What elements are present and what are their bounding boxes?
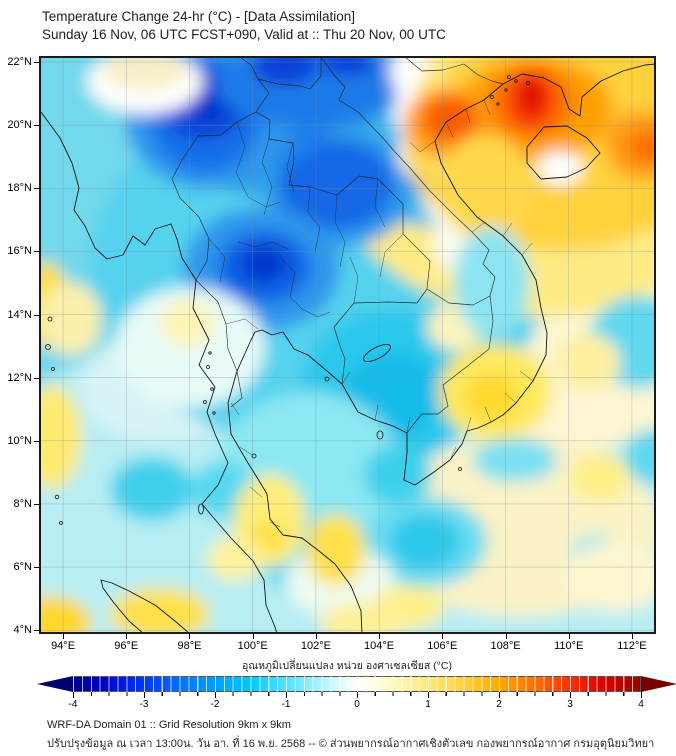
province-boundaries-indochina [341, 99, 534, 461]
lat-tick-mark [34, 503, 39, 505]
page-subtitle: Sunday 16 Nov, 06 UTC FCST+090, Valid at… [42, 27, 446, 42]
colorbar-tick-mark [144, 692, 145, 698]
lon-tick-label: 102°E [300, 640, 331, 652]
coastline-group [40, 57, 655, 633]
map-canvas [39, 56, 656, 634]
colorbar-tick-label: 0 [354, 699, 360, 710]
province-boundaries-thailand [208, 121, 404, 528]
small-islands [45, 75, 530, 525]
colorbar-tick-mark [428, 692, 429, 698]
colorbar-tick-mark [215, 692, 216, 698]
latitude-axis: 22°N 20°N 18°N 16°N 14°N 12°N 10°N 8°N 6°N 4°N [0, 56, 40, 637]
footer-model-info: WRF-DA Domain 01 :: Grid Resolution 9km … [47, 719, 291, 731]
lon-tick-label: 104°E [364, 640, 395, 652]
graticule-grid [40, 57, 655, 633]
colorbar-segment-lines [73, 676, 641, 692]
lat-tick-label: 8°N [13, 497, 32, 510]
colorbar-tick-label: 1 [425, 699, 431, 710]
lon-tick-label: 96°E [114, 640, 139, 652]
colorbar-tick-label: 4 [638, 699, 644, 710]
lat-tick-mark [34, 440, 39, 442]
lon-tick-label: 106°E [427, 640, 458, 652]
coastline-west-mainland [40, 111, 278, 633]
colorbar-tick-label: 3 [567, 699, 573, 710]
page-title: Temperature Change 24-hr (°C) - [Data As… [42, 9, 356, 24]
lat-tick-label: 12°N [7, 371, 32, 384]
colorbar-tick-mark [286, 692, 287, 698]
coastline-hainan [526, 125, 601, 180]
footer-agency-info-thai: ปรับปรุงข้อมูล ณ เวลา 13:00น. วัน อา. ที… [47, 738, 655, 750]
lat-tick-mark [34, 630, 39, 632]
lat-tick-mark [34, 125, 39, 127]
national-borders [171, 57, 504, 434]
map-border [40, 57, 655, 633]
colorbar: -4 -3 -2 -1 0 1 2 3 4 [37, 676, 676, 712]
lon-tick-label: 94°E [51, 640, 76, 652]
colorbar-tick-label: -1 [281, 699, 291, 710]
lon-tick-mark [63, 634, 65, 639]
colorbar-tick-mark [357, 692, 358, 698]
lat-tick-label: 14°N [7, 308, 32, 321]
lon-tick-mark [189, 634, 191, 639]
geography-layer [40, 57, 655, 633]
lat-tick-label: 4°N [13, 624, 32, 637]
lat-tick-mark [34, 377, 39, 379]
colorbar-tick-label: 2 [496, 699, 502, 710]
colorbar-tick-mark [570, 692, 571, 698]
lon-tick-mark [442, 634, 444, 639]
lat-tick-label: 22°N [7, 56, 32, 69]
lat-tick-mark [34, 567, 39, 569]
lat-tick-mark [34, 188, 39, 190]
lat-tick-label: 6°N [13, 561, 32, 574]
lon-tick-mark [126, 634, 128, 639]
lon-tick-label: 110°E [554, 640, 584, 652]
colorbar-tick-label: -4 [68, 699, 78, 710]
colorbar-tick-mark [641, 692, 642, 698]
lat-tick-mark [34, 62, 39, 64]
lon-tick-mark [568, 634, 570, 639]
lat-tick-label: 16°N [7, 245, 32, 258]
lon-tick-mark [315, 634, 317, 639]
lon-tick-mark [505, 634, 507, 639]
colorbar-tick-label: -2 [210, 699, 220, 710]
lon-tick-label: 108°E [490, 640, 521, 652]
lat-tick-mark [34, 251, 39, 253]
coastline-sumatra [100, 579, 190, 633]
lat-tick-label: 10°N [7, 434, 32, 447]
lon-tick-label: 100°E [237, 640, 268, 652]
longitude-axis: 94°E 96°E 98°E 100°E 102°E 104°E 106°E 108°E 110… [40, 633, 655, 659]
lon-tick-label: 112°E [617, 640, 647, 652]
tonle-sap-lake [363, 344, 391, 362]
lon-tick-mark [252, 634, 254, 639]
coastline-east-mainland [227, 63, 655, 633]
lat-tick-label: 20°N [7, 119, 32, 132]
colorbar-tick-mark [73, 692, 74, 698]
lon-tick-mark [631, 634, 633, 639]
colorbar-tick-mark [499, 692, 500, 698]
lat-tick-label: 18°N [7, 182, 32, 195]
colorbar-title-thai: อุณหภูมิเปลี่ยนแปลง หน่วย องศาเซลเซียส (… [242, 660, 452, 672]
colorbar-left-arrow [37, 676, 73, 692]
lon-tick-label: 98°E [177, 640, 202, 652]
lon-tick-mark [379, 634, 381, 639]
colorbar-tick-label: -3 [139, 699, 149, 710]
colorbar-right-arrow [641, 676, 676, 692]
lat-tick-mark [34, 314, 39, 316]
